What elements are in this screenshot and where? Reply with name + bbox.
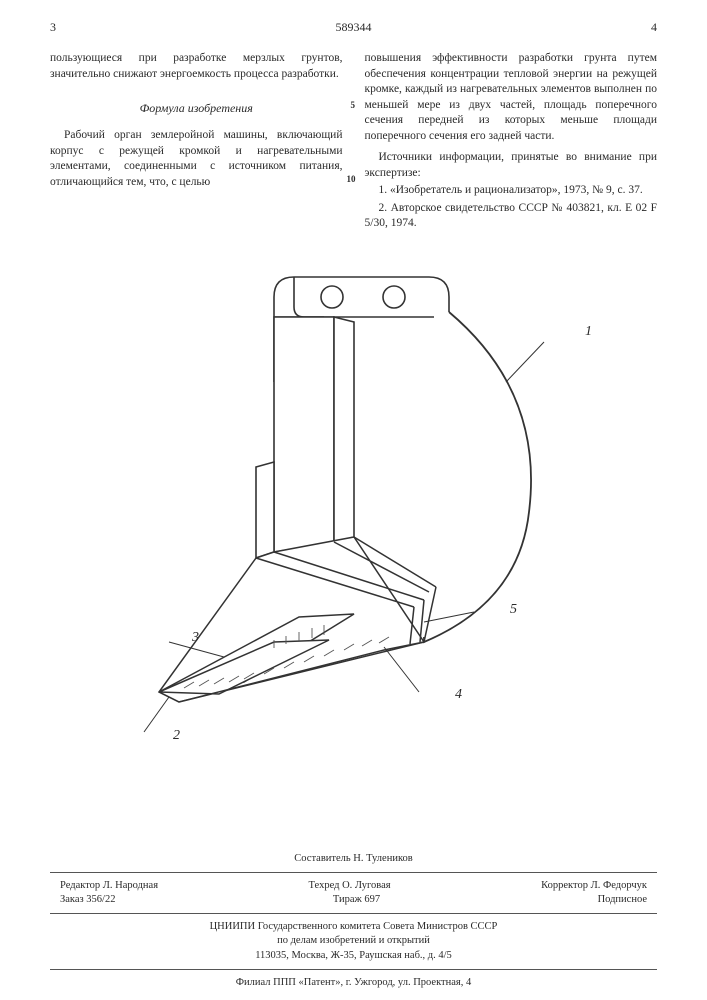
org1: ЦНИИПИ Государственного комитета Совета … xyxy=(50,920,657,934)
subscription: Подписное xyxy=(598,893,647,907)
circulation: Тираж 697 xyxy=(333,893,380,907)
divider-1 xyxy=(50,872,657,873)
ref-2: 2 xyxy=(173,728,180,744)
divider-2 xyxy=(50,913,657,914)
techred: Техред О. Луговая xyxy=(309,879,391,893)
credits-block: Составитель Н. Тулеников Редактор Л. Нар… xyxy=(50,846,657,990)
right-para1: повышения эффективности разработки грунт… xyxy=(365,51,658,144)
credits-row-1: Редактор Л. Народная Техред О. Луговая К… xyxy=(50,879,657,893)
text-columns: пользующиеся при разработке мерзлых грун… xyxy=(50,51,657,232)
left-para1: пользующиеся при разработке мерзлых грун… xyxy=(50,51,343,82)
ref-1: 1 xyxy=(585,324,592,340)
sources-title: Источники информации, принятые во вниман… xyxy=(365,150,658,181)
tooth-assembly xyxy=(159,537,436,702)
ref-4: 4 xyxy=(455,687,462,703)
page-root: 589344 3 4 пользующиеся при разработке м… xyxy=(0,0,707,1000)
figure-svg xyxy=(124,242,584,752)
credits-row-2: Заказ 356/22 Тираж 697 Подписное xyxy=(50,893,657,907)
right-column: 5 10 повышения эффективности разработки … xyxy=(365,51,658,232)
ref-5: 5 xyxy=(510,602,517,618)
ref-3: 3 xyxy=(192,630,199,646)
compiler: Составитель Н. Тулеников xyxy=(50,852,657,866)
source-2: 2. Авторское свидетельство СССР № 403821… xyxy=(365,201,658,232)
figure: 1 2 3 4 5 xyxy=(50,242,657,762)
left-para2: Рабочий орган землеройной машины, включа… xyxy=(50,128,343,190)
address1: 113035, Москва, Ж-35, Раушская наб., д. … xyxy=(50,949,657,963)
org2: по делам изобретений и открытий xyxy=(50,934,657,948)
address2: Филиал ППП «Патент», г. Ужгород, ул. Про… xyxy=(50,976,657,990)
divider-3 xyxy=(50,969,657,970)
editor: Редактор Л. Народная xyxy=(60,879,158,893)
line-marker-5: 5 xyxy=(351,99,356,111)
left-column: пользующиеся при разработке мерзлых грун… xyxy=(50,51,343,232)
body-outline xyxy=(424,312,531,642)
order: Заказ 356/22 xyxy=(60,893,115,907)
source-1: 1. «Изобретатель и рационализатор», 1973… xyxy=(365,183,658,199)
claims-title: Формула изобретения xyxy=(50,100,343,116)
line-marker-10: 10 xyxy=(347,173,356,185)
corrector: Корректор Л. Федорчук xyxy=(541,879,647,893)
patent-number: 589344 xyxy=(0,20,707,35)
shank xyxy=(256,317,354,558)
